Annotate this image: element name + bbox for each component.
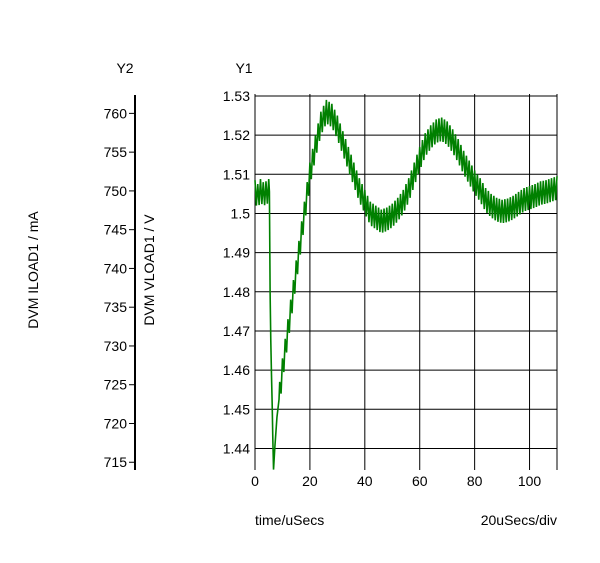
y1-tick-label: 1.53 bbox=[223, 88, 250, 104]
y2-tick-label: 730 bbox=[104, 338, 128, 354]
y1-tick-label: 1.52 bbox=[223, 127, 250, 143]
y2-tick-label: 760 bbox=[104, 105, 128, 121]
y1-tick-label: 1.5 bbox=[231, 205, 251, 221]
y2-tick-label: 725 bbox=[104, 377, 128, 393]
plot-area bbox=[254, 99, 558, 470]
x-tick-label: 80 bbox=[467, 473, 483, 489]
y1-axis-title: DVM VLOAD1 / V bbox=[141, 214, 157, 326]
y2-tick-label: 745 bbox=[104, 222, 128, 238]
y1-header: Y1 bbox=[235, 60, 252, 76]
y1-tick-label: 1.49 bbox=[223, 245, 250, 261]
x-tick-label: 100 bbox=[518, 473, 542, 489]
y2-tick-label: 720 bbox=[104, 415, 128, 431]
y2-tick-label: 750 bbox=[104, 183, 128, 199]
y2-axis bbox=[129, 95, 136, 470]
vload-series-line bbox=[254, 99, 558, 470]
y1-tick-label: 1.46 bbox=[223, 362, 250, 378]
y1-tick-label: 1.44 bbox=[223, 440, 250, 456]
x-tick-labels: 0 20 40 60 80 100 bbox=[251, 473, 541, 489]
x-tick-label: 20 bbox=[302, 473, 318, 489]
y2-tick-labels: 715 720 725 730 735 740 745 750 755 760 bbox=[104, 105, 128, 470]
y2-tick-label: 715 bbox=[104, 454, 128, 470]
x-tick-label: 0 bbox=[251, 473, 259, 489]
x-tick-label: 60 bbox=[412, 473, 428, 489]
y1-tick-label: 1.51 bbox=[223, 166, 250, 182]
y2-tick-label: 735 bbox=[104, 299, 128, 315]
y2-tick-label: 755 bbox=[104, 144, 128, 160]
grid bbox=[254, 94, 558, 470]
x-axis-title: time/uSecs bbox=[255, 512, 324, 528]
y1-tick-label: 1.47 bbox=[223, 323, 250, 339]
y1-tick-label: 1.45 bbox=[223, 401, 250, 417]
y2-header: Y2 bbox=[116, 60, 133, 76]
x-scale-note: 20uSecs/div bbox=[481, 512, 557, 528]
x-tick-label: 40 bbox=[357, 473, 373, 489]
y2-tick-label: 740 bbox=[104, 260, 128, 276]
y2-axis-title: DVM ILOAD1 / mA bbox=[25, 211, 41, 329]
y1-tick-labels: 1.44 1.45 1.46 1.47 1.48 1.49 1.5 1.51 1.52 1.53 bbox=[223, 88, 250, 457]
y1-tick-label: 1.48 bbox=[223, 284, 250, 300]
